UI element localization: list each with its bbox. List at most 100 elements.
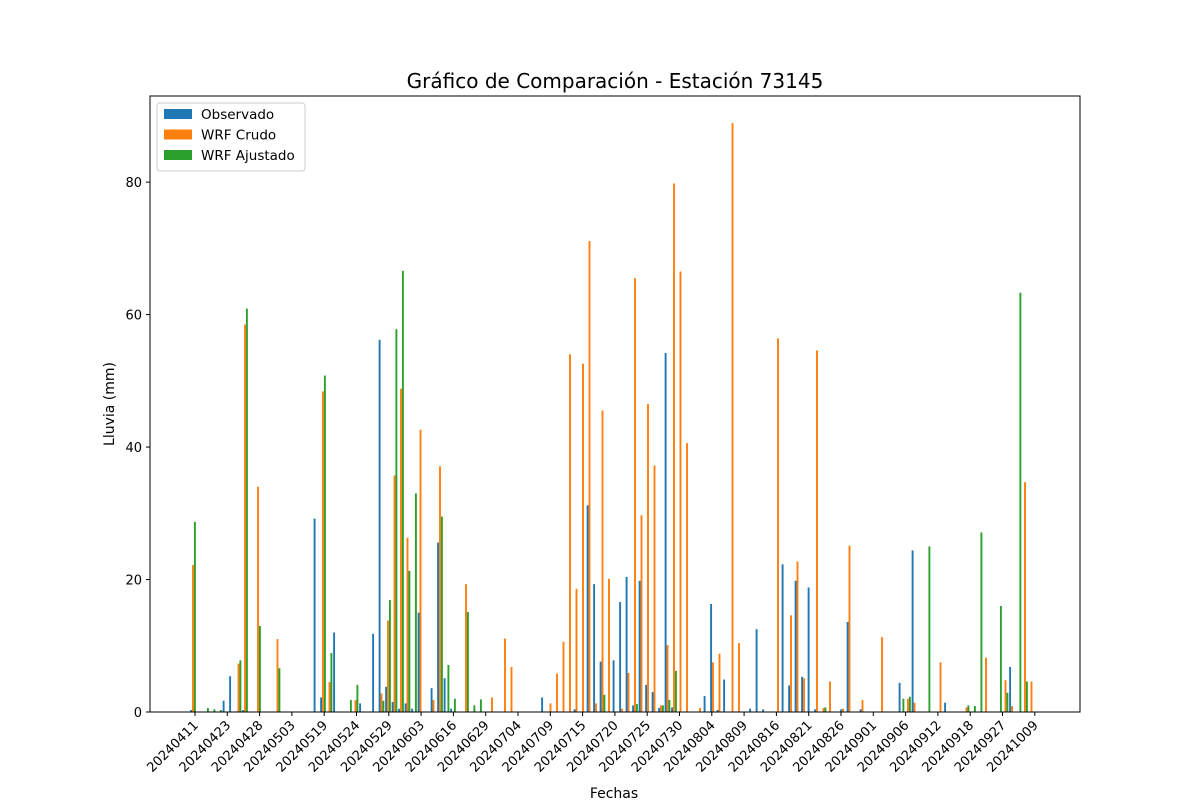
bar-wrf-ajustado bbox=[466, 611, 469, 712]
bar-observado bbox=[625, 576, 628, 712]
bar-wrf-ajustado bbox=[824, 707, 827, 712]
bar-observado bbox=[1009, 666, 1012, 712]
bar-observado bbox=[846, 621, 849, 712]
bar-observado bbox=[417, 612, 420, 712]
bar-wrf-crudo bbox=[718, 653, 721, 712]
bar-observado bbox=[190, 710, 193, 712]
bar-wrf-crudo bbox=[640, 515, 643, 712]
bar-wrf-ajustado bbox=[193, 521, 196, 712]
bar-wrf-ajustado bbox=[674, 670, 677, 712]
bar-observado bbox=[911, 550, 914, 712]
bar-wrf-crudo bbox=[1024, 482, 1026, 712]
bar-observado bbox=[840, 709, 843, 712]
bar-observado bbox=[599, 661, 602, 712]
bar-wrf-crudo bbox=[237, 663, 240, 712]
bar-wrf-ajustado bbox=[278, 668, 281, 712]
bar-wrf-crudo bbox=[660, 705, 662, 712]
bar-wrf-ajustado bbox=[999, 606, 1002, 712]
bar-wrf-ajustado bbox=[206, 708, 209, 712]
y-tick-label: 60 bbox=[125, 309, 142, 324]
bar-wrf-crudo bbox=[939, 662, 942, 712]
legend-swatch bbox=[164, 129, 192, 140]
bar-observado bbox=[619, 602, 622, 712]
bar-wrf-crudo bbox=[504, 638, 506, 712]
bar-wrf-crudo bbox=[881, 637, 883, 712]
bar-wrf-crudo bbox=[257, 486, 259, 712]
bar-observado bbox=[762, 709, 765, 712]
bar-observado bbox=[794, 580, 797, 712]
bar-wrf-crudo bbox=[822, 708, 825, 712]
bar-wrf-ajustado bbox=[967, 705, 970, 712]
bar-wrf-crudo bbox=[406, 537, 409, 712]
bar-observado bbox=[898, 682, 901, 712]
bar-wrf-crudo bbox=[861, 700, 864, 712]
bar-wrf-crudo bbox=[777, 338, 779, 712]
plot-frame bbox=[149, 95, 1081, 713]
bar-wrf-crudo bbox=[465, 584, 467, 712]
bar-observado bbox=[788, 685, 791, 712]
bar-observado bbox=[404, 703, 407, 712]
bar-wrf-crudo bbox=[653, 465, 656, 712]
bar-observado bbox=[645, 684, 648, 712]
bar-observado bbox=[723, 679, 726, 712]
legend-label: WRF Ajustado bbox=[201, 148, 295, 164]
bar-wrf-ajustado bbox=[1006, 692, 1009, 712]
bar-wrf-crudo bbox=[829, 681, 831, 712]
bar-observado bbox=[443, 678, 446, 712]
bar-wrf-ajustado bbox=[980, 532, 983, 712]
bar-wrf-crudo bbox=[816, 350, 818, 712]
bar-wrf-ajustado bbox=[382, 700, 385, 712]
bar-wrf-crudo bbox=[1004, 680, 1007, 712]
bar-wrf-crudo bbox=[595, 703, 597, 712]
bar-observado bbox=[651, 692, 654, 712]
bar-wrf-crudo bbox=[588, 241, 591, 712]
bar-observado bbox=[658, 708, 661, 712]
bar-wrf-ajustado bbox=[330, 653, 333, 712]
bar-observado bbox=[801, 676, 804, 712]
bar-wrf-crudo bbox=[354, 700, 357, 712]
bar-wrf-crudo bbox=[432, 700, 435, 712]
bar-observado bbox=[437, 542, 440, 712]
y-axis: 0 20 40 60 80 bbox=[125, 176, 150, 721]
bar-wrf-crudo bbox=[848, 545, 851, 712]
bar-wrf-crudo bbox=[965, 707, 968, 712]
bar-wrf-ajustado bbox=[661, 705, 664, 712]
y-axis-label: Lluvia (mm) bbox=[102, 362, 118, 446]
bar-wrf-ajustado bbox=[388, 600, 391, 712]
bar-wrf-ajustado bbox=[414, 493, 417, 712]
bar-observado bbox=[781, 564, 784, 712]
bar-wrf-crudo bbox=[699, 708, 701, 712]
y-tick-label: 80 bbox=[125, 176, 142, 191]
bar-wrf-crudo bbox=[666, 645, 669, 712]
bar-wrf-crudo bbox=[738, 643, 740, 712]
bar-wrf-crudo bbox=[790, 615, 792, 712]
bar-wrf-crudo bbox=[803, 678, 805, 712]
bar-observado bbox=[749, 708, 752, 712]
bar-observado bbox=[378, 339, 381, 712]
bar-wrf-crudo bbox=[582, 363, 584, 712]
bar-observado bbox=[385, 686, 388, 712]
bar-wrf-crudo bbox=[842, 708, 844, 712]
bar-wrf-crudo bbox=[627, 672, 630, 712]
bar-observado bbox=[222, 700, 225, 712]
bar-wrf-ajustado bbox=[401, 270, 404, 712]
bar-wrf-ajustado bbox=[479, 699, 482, 712]
bar-observado bbox=[450, 708, 453, 712]
bar-wrf-crudo bbox=[1030, 681, 1033, 712]
bar-wrf-crudo bbox=[276, 639, 279, 712]
y-tick-label: 0 bbox=[134, 706, 142, 721]
bar-wrf-ajustado bbox=[1025, 681, 1028, 712]
x-axis: 2024041120240423202404282024050320240519… bbox=[144, 712, 1042, 776]
bar-observado bbox=[755, 629, 758, 712]
bar-observado bbox=[333, 632, 336, 712]
x-axis-label: Fechas bbox=[590, 786, 638, 800]
bar-wrf-ajustado bbox=[453, 698, 456, 712]
bar-wrf-ajustado bbox=[928, 546, 931, 712]
bar-observado bbox=[814, 709, 817, 712]
bar-observado bbox=[944, 702, 947, 712]
bar-wrf-ajustado bbox=[1019, 292, 1022, 712]
bar-observado bbox=[411, 708, 414, 712]
bar-wrf-crudo bbox=[634, 278, 636, 712]
bar-wrf-crudo bbox=[380, 693, 383, 712]
